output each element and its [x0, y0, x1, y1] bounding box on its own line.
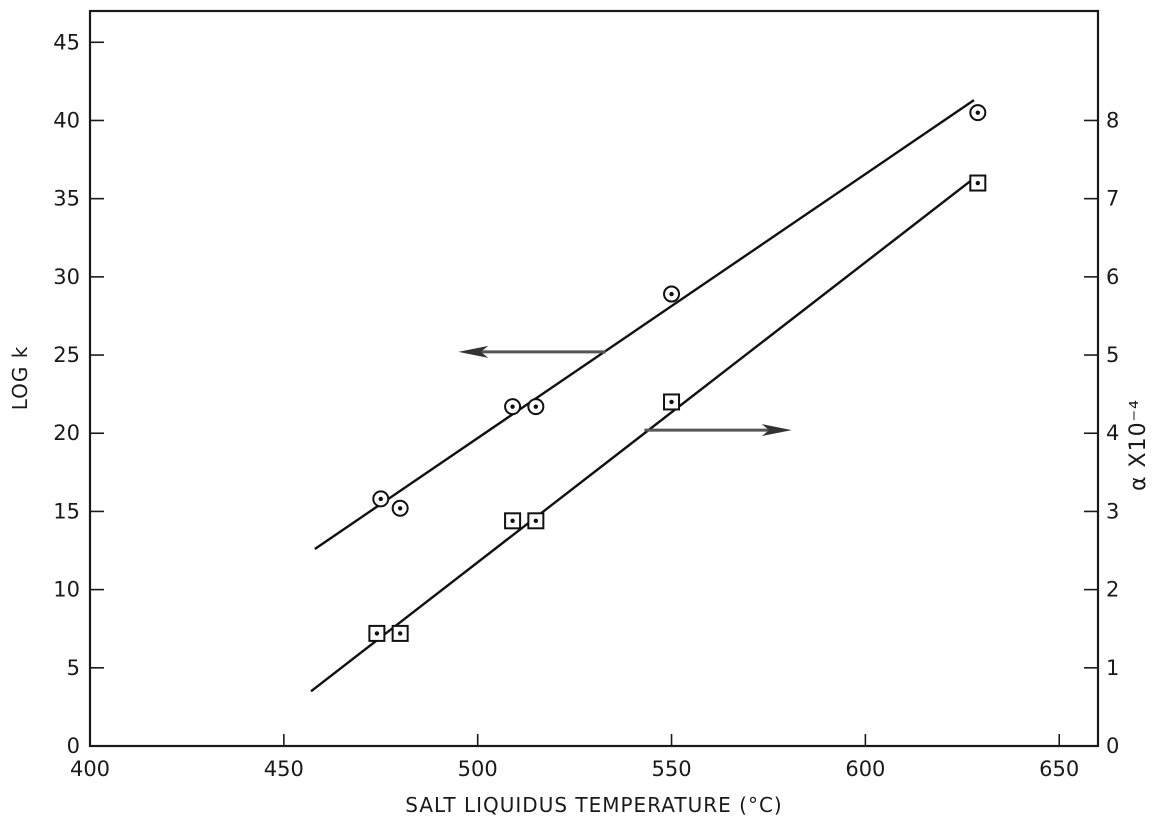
arrow-left-head	[458, 345, 489, 358]
plot-frame	[88, 9, 1100, 748]
y2-tick-label: 2	[1106, 578, 1119, 602]
x-tick-label: 650	[1039, 757, 1079, 781]
y2-tick-label: 7	[1106, 187, 1119, 211]
y-axis-title: LOG k	[8, 346, 32, 411]
circle-marker	[969, 104, 987, 122]
y2-tick-label: 4	[1106, 421, 1119, 445]
y-tick-label: 35	[53, 187, 80, 211]
data-markers	[368, 104, 987, 642]
y-tick-label: 15	[53, 499, 80, 523]
y-tick-label: 0	[67, 734, 80, 758]
square-marker	[527, 512, 545, 530]
square-marker	[391, 624, 409, 642]
square-marker	[368, 624, 386, 642]
x-tick-label: 450	[264, 757, 304, 781]
x-tick-label: 500	[458, 757, 498, 781]
circle-marker	[391, 499, 409, 517]
circle-marker	[663, 285, 681, 303]
y2-tick-label: 3	[1106, 499, 1119, 523]
fit-lines	[310, 99, 975, 693]
ticks-layer: 400 450 500 550 600 6500510152025303540450123…	[53, 30, 1119, 781]
y2-tick-label: 5	[1106, 343, 1119, 367]
axis-arrows	[458, 345, 792, 437]
square-marker	[663, 393, 681, 411]
y2-tick-label: 6	[1106, 265, 1119, 289]
x-tick-label: 600	[845, 757, 885, 781]
fit-line-right	[310, 177, 975, 693]
x-axis-title: SALT LIQUIDUS TEMPERATURE (°C)	[405, 793, 782, 817]
square-marker	[504, 512, 522, 530]
y2-tick-label: 1	[1106, 656, 1119, 680]
fit-line-left	[314, 99, 975, 550]
y-tick-label: 10	[53, 578, 80, 602]
y-tick-label: 20	[53, 421, 80, 445]
circle-marker	[504, 398, 522, 416]
y2-tick-label: 0	[1106, 734, 1119, 758]
y-tick-label: 25	[53, 343, 80, 367]
y2-tick-label: 8	[1106, 108, 1119, 132]
y-tick-label: 30	[53, 265, 80, 289]
arrow-right-head	[761, 424, 792, 437]
y-tick-label: 45	[53, 30, 80, 54]
circle-marker	[527, 398, 545, 416]
x-tick-label: 400	[70, 757, 110, 781]
circle-marker	[372, 490, 390, 508]
y-tick-label: 5	[67, 656, 80, 680]
y2-axis-title: α X10⁻⁴	[1126, 399, 1151, 491]
square-marker	[969, 174, 987, 192]
y-tick-label: 40	[53, 108, 80, 132]
x-tick-label: 550	[651, 757, 691, 781]
